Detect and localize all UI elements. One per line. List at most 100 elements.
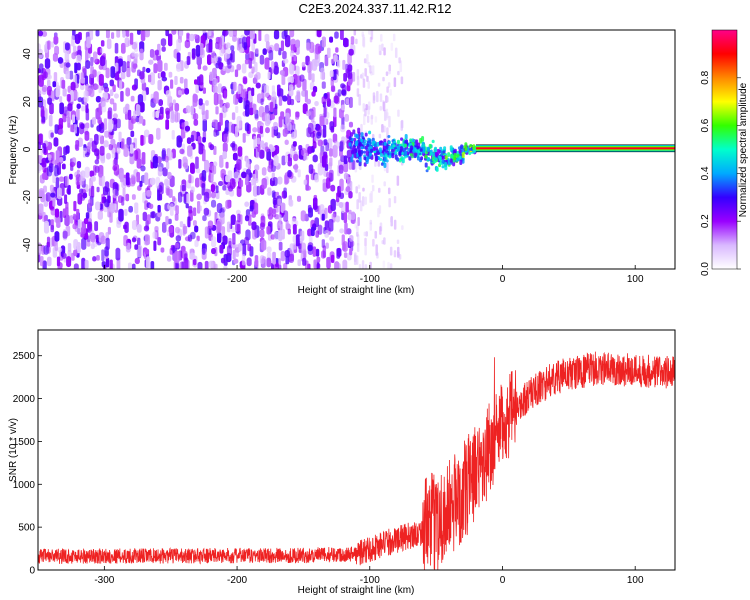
spectrogram-cell [356,199,359,210]
spectrogram-cell [62,88,67,97]
spectrogram-cell [330,85,335,92]
spectrogram-cell [111,32,115,39]
spectrogram-cell [379,93,383,103]
spectrogram-cell [84,259,89,269]
spectrogram-cell [265,146,270,153]
spectrogram-cell [66,110,71,123]
spectrogram-cell [204,226,210,239]
spectrogram-cell [259,54,265,65]
spectrogram-cell [364,67,367,77]
spectrogram-cell [313,59,320,67]
spectrogram-cell [343,212,348,224]
spectrogram-cell [374,116,378,123]
spectrogram-cell [317,162,324,176]
colorbar-tick-label: 0.0 [700,262,711,276]
spectrogram-cell [258,30,262,42]
spectrogram-cell [321,81,326,89]
spectrogram-cell [273,105,278,116]
spectrogram-cell [390,42,394,51]
spectrogram-cell [153,63,158,74]
spectrogram-cell [196,193,202,201]
spectrogram-cell [184,253,188,261]
spectrogram-cell [464,145,468,152]
spectrogram-cell [311,111,315,123]
spectrogram-cell [381,43,384,51]
spectrogram-cell [95,30,100,37]
spectrogram-cell [355,231,359,237]
spectrogram-cell [321,213,325,221]
spectrogram-cell [199,74,204,86]
spectrogram-cell [381,123,384,133]
spectrogram-cell [362,36,366,48]
spectrogram-cell [258,105,265,118]
spectrogram-cell [49,184,54,192]
spectrogram-cell [101,261,106,268]
spectrogram-cell [165,30,170,37]
spectrogram-cell [362,34,365,40]
spectrogram-cell [345,186,351,193]
spectrogram-cell [177,89,183,96]
spectrogram-cell [280,202,286,214]
spectrogram-cell [383,47,386,56]
spectrogram-cell [38,133,43,144]
snr-y-tick-label: 500 [18,523,35,534]
spectrogram-cell [366,53,369,65]
spectrogram-cell [38,242,42,255]
spectrogram-cell [192,207,197,217]
spectrogram-cell [188,174,192,184]
spectrogram-cell [83,217,89,225]
spectrogram-cell [99,203,103,210]
spectrogram-cell [79,188,84,194]
snr-panel: -300 -200 -100 0 100 0 500 1000 1500 2000 2500 He… [8,329,676,596]
spectrogram-cell [369,222,373,231]
spectrogram-cell [267,213,274,220]
spectrogram-cell [211,199,217,208]
spectrogram-cell [58,128,64,135]
spectrogram-cell [107,121,113,133]
spectrogram-cell [215,185,219,194]
spectrogram-cell [297,169,301,178]
spectrogram-cell [233,171,240,183]
spectrogram-cell [105,237,110,250]
spectrogram-cell [84,75,88,86]
spectrogram-cell [305,110,312,117]
spectrogram-cell [382,76,385,82]
spectrogram-cell [129,32,134,45]
spectrogram-cell [57,57,64,64]
spectrogram-cell [201,34,206,44]
spectrogram-cell [219,112,223,126]
spectrogram-cell [85,122,90,129]
spectrogram-cell [119,80,123,90]
spectrogram-cell [272,176,278,187]
spectrogram-cell [401,157,405,164]
spectrogram-cell [207,220,214,229]
spectrogram-cell [308,70,312,81]
spectrogram-cell [70,81,76,91]
spectrogram-cell [213,55,219,62]
spectrogram-cell [225,48,231,59]
spectrogram-cell [50,41,55,48]
spectrogram-cell [290,38,296,52]
spectrogram-cell [112,113,118,119]
spectrogram-cell [270,234,276,240]
spectrogram-cell [121,60,127,73]
spectrogram-cell [338,202,344,209]
spectrogram-cell [317,45,322,54]
spectrogram-cell [107,107,113,120]
spectrogram-cell [375,244,378,256]
spectrogram-cell [167,33,173,47]
spectrogram-cell [67,184,71,195]
spectrogram-cell [253,202,259,215]
spectrogram-cell [131,220,138,230]
spectrogram-cell [337,89,342,97]
spectrogram-cell [189,33,195,42]
spectrogram-cell [329,236,335,242]
spectrogram-cell [338,108,344,119]
spectrogram-cell [245,158,250,168]
spectrogram-cell [357,127,361,134]
spectrogram-cell [202,136,206,143]
spectrogram-cell [268,207,273,215]
spectrogram-cell [231,123,237,134]
spectrogram-cell [141,81,147,91]
spectrogram-cell [116,257,121,269]
